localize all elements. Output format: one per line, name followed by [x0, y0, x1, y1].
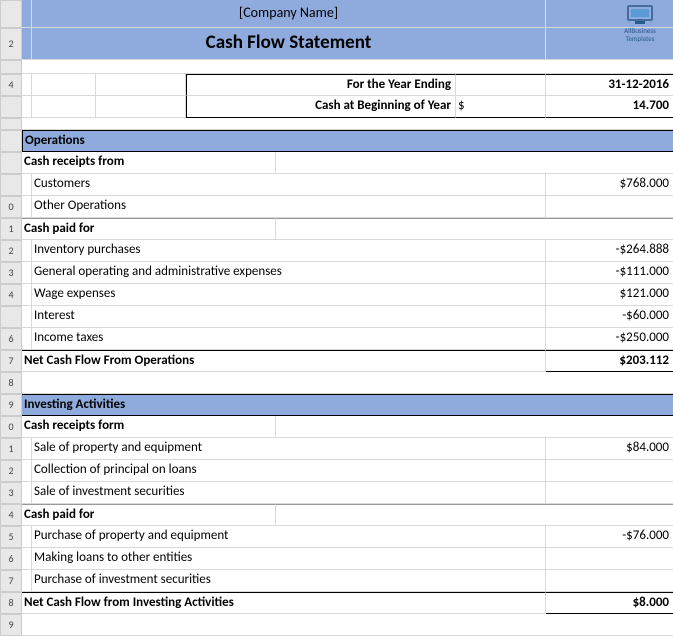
row-header[interactable] [0, 152, 22, 174]
value-cell[interactable]: -$111.000 [546, 262, 673, 284]
row-header[interactable] [0, 96, 22, 118]
inv-paid-label[interactable]: Cash paid for [22, 504, 276, 526]
row-header[interactable]: 4 [0, 74, 22, 96]
value-cell[interactable]: -$76.000 [546, 526, 673, 548]
year-ending-label[interactable]: For the Year Ending [186, 74, 456, 96]
row-header[interactable]: 2 [0, 460, 22, 482]
list-item[interactable]: Customers [32, 174, 546, 196]
row-header[interactable]: 0 [0, 196, 22, 218]
row-header[interactable]: 7 [0, 570, 22, 592]
title[interactable]: Cash Flow Statement [32, 28, 546, 60]
value-cell[interactable]: $768.000 [546, 174, 673, 196]
list-item[interactable]: Wage expenses [32, 284, 546, 306]
row-header[interactable]: 0 [0, 416, 22, 438]
value-cell[interactable] [546, 196, 673, 218]
value-cell[interactable]: -$264.888 [546, 240, 673, 262]
ops-receipts-label[interactable]: Cash receipts from [22, 152, 276, 174]
row-header[interactable]: 6 [0, 328, 22, 350]
list-item[interactable]: Purchase of property and equipment [32, 526, 546, 548]
ops-paid-label[interactable]: Cash paid for [22, 218, 276, 240]
list-item[interactable]: Income taxes [32, 328, 546, 350]
inv-receipts-label[interactable]: Cash receipts form [22, 416, 276, 438]
section-investing: Investing Activities [22, 394, 673, 416]
value-cell[interactable]: -$60.000 [546, 306, 673, 328]
row-header[interactable]: 4 [0, 284, 22, 306]
value-cell[interactable]: $84.000 [546, 438, 673, 460]
row-header[interactable]: 5 [0, 526, 22, 548]
list-item[interactable]: Purchase of investment securities [32, 570, 546, 592]
year-ending-value[interactable]: 31-12-2016 [546, 74, 673, 96]
logo: AllBusiness Templates [613, 4, 667, 42]
row-header[interactable]: 6 [0, 548, 22, 570]
row-header[interactable]: 8 [0, 372, 22, 394]
list-item[interactable]: Collection of principal on loans [32, 460, 546, 482]
company-name[interactable]: [Company Name] [32, 0, 546, 28]
row-header[interactable] [0, 306, 22, 328]
value-cell[interactable]: $121.000 [546, 284, 673, 306]
list-item[interactable]: Making loans to other entities [32, 548, 546, 570]
row-header[interactable]: 2 [0, 28, 22, 60]
list-item[interactable]: Inventory purchases [32, 240, 546, 262]
section-operations: Operations [22, 130, 673, 152]
row-header[interactable]: 8 [0, 592, 22, 614]
row-header[interactable] [0, 60, 22, 74]
row-header[interactable]: 9 [0, 394, 22, 416]
list-item[interactable]: Interest [32, 306, 546, 328]
list-item[interactable]: Other Operations [32, 196, 546, 218]
beginning-label[interactable]: Cash at Beginning of Year [186, 96, 456, 118]
value-cell[interactable] [546, 570, 673, 592]
row-header[interactable]: 4 [0, 504, 22, 526]
row-header[interactable]: 3 [0, 482, 22, 504]
logo-line2: Templates [613, 35, 667, 43]
row-header[interactable] [0, 0, 22, 28]
value-cell[interactable] [546, 548, 673, 570]
list-item[interactable]: General operating and administrative exp… [32, 262, 546, 284]
row-header[interactable]: 9 [0, 614, 22, 636]
row-header[interactable]: 2 [0, 240, 22, 262]
row-header[interactable] [0, 118, 22, 130]
ops-net-value[interactable]: $203.112 [546, 350, 673, 372]
beginning-value[interactable]: 14.700 [546, 96, 673, 118]
list-item[interactable]: Sale of investment securities [32, 482, 546, 504]
currency[interactable]: $ [456, 96, 546, 118]
value-cell[interactable] [546, 482, 673, 504]
row-header[interactable]: 7 [0, 350, 22, 372]
row-header[interactable] [0, 174, 22, 196]
spreadsheet: [Company Name] 2 Cash Flow Statement 4 F… [0, 0, 673, 636]
inv-net-value[interactable]: $8.000 [546, 592, 673, 614]
value-cell[interactable]: -$250.000 [546, 328, 673, 350]
row-header[interactable]: 1 [0, 438, 22, 460]
value-cell[interactable] [546, 460, 673, 482]
ops-net-label[interactable]: Net Cash Flow From Operations [22, 350, 546, 372]
row-header[interactable] [0, 130, 22, 152]
list-item[interactable]: Sale of property and equipment [32, 438, 546, 460]
row-header[interactable]: 1 [0, 218, 22, 240]
row-header[interactable]: 3 [0, 262, 22, 284]
inv-net-label[interactable]: Net Cash Flow from Investing Activities [22, 592, 546, 614]
